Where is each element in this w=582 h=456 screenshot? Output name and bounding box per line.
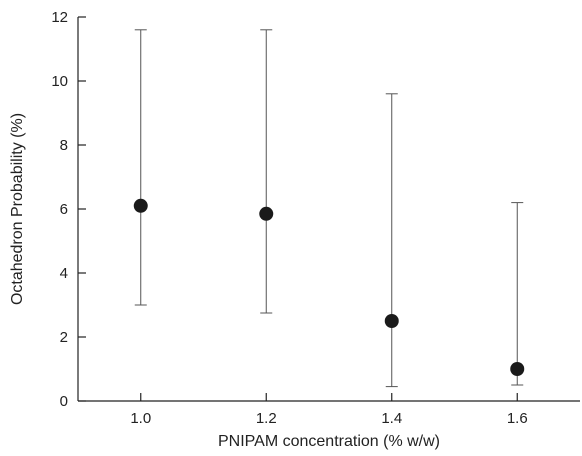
x-tick-label: 1.6 xyxy=(507,410,528,427)
data-point xyxy=(133,198,148,213)
y-tick-label: 0 xyxy=(60,393,68,410)
x-tick-label: 1.0 xyxy=(130,410,151,427)
y-tick-label: 2 xyxy=(60,329,68,346)
y-tick-label: 10 xyxy=(51,73,68,90)
data-point xyxy=(259,206,274,221)
y-tick-label: 8 xyxy=(60,137,68,154)
y-axis-title: Octahedron Probability (%) xyxy=(9,113,26,305)
error-bar xyxy=(260,29,273,314)
x-tick-label: 1.2 xyxy=(256,410,277,427)
axes xyxy=(77,17,580,402)
data-point xyxy=(510,362,525,376)
error-bar xyxy=(134,29,147,306)
data-point xyxy=(384,314,399,328)
y-tick-label: 4 xyxy=(60,265,68,282)
x-axis-title: PNIPAM concentration (% w/w) xyxy=(218,433,440,450)
y-ticks: 0 2 4 6 8 10 12 xyxy=(51,9,86,410)
data-points xyxy=(133,198,525,376)
error-bar xyxy=(511,202,524,386)
x-tick-label: 1.4 xyxy=(381,410,402,427)
y-tick-label: 12 xyxy=(51,9,68,26)
y-tick-label: 6 xyxy=(60,201,68,218)
x-ticks: 1.0 1.2 1.4 1.6 xyxy=(130,393,528,427)
error-bar xyxy=(385,93,398,388)
error-bars xyxy=(134,29,524,388)
